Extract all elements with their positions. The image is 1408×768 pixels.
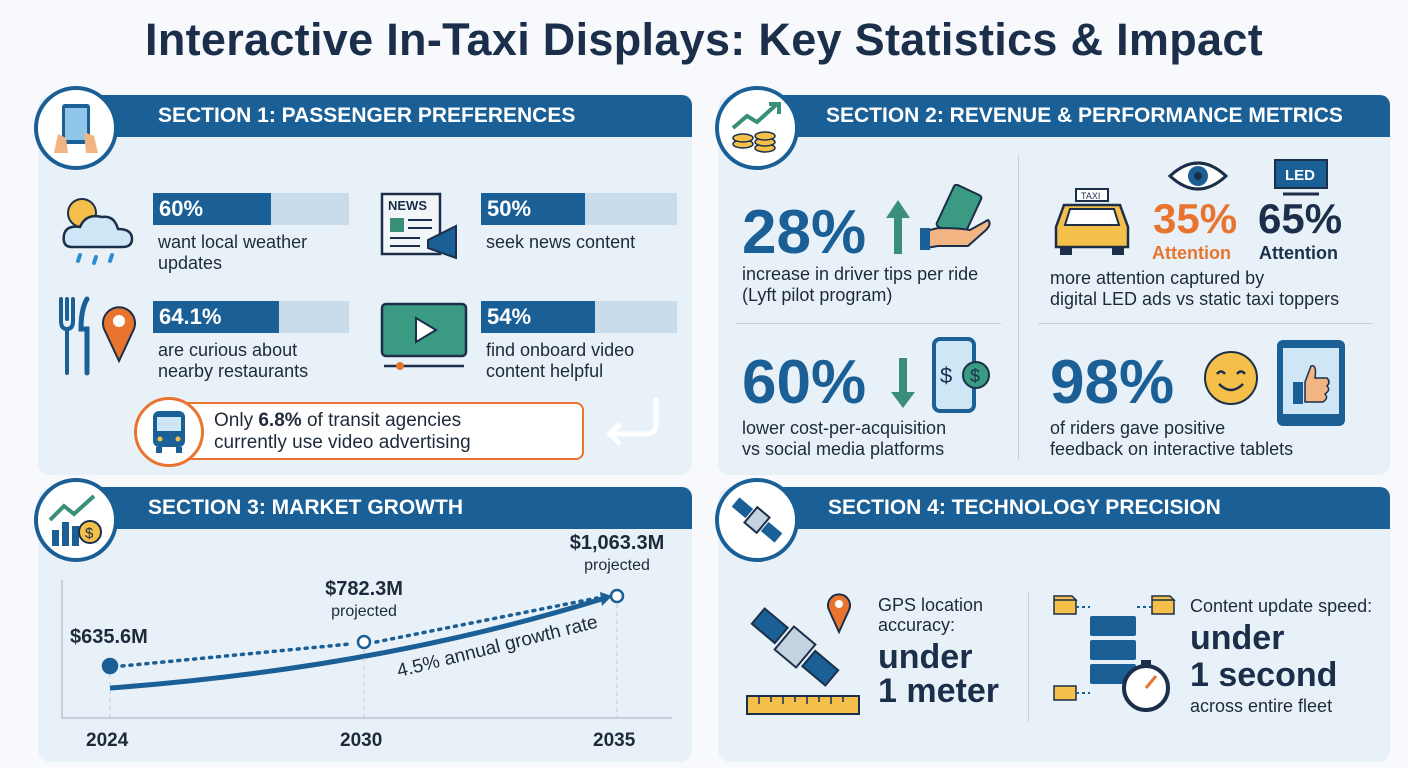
projected-label: projected [331,602,397,620]
projection-dotted-line [120,596,599,668]
section1-heading: SECTION 1: PASSENGER PREFERENCES [98,95,692,137]
chart-dollar-icon: $ [34,478,118,562]
satellite-icon [715,478,799,562]
static-attention-value: 35% [1153,195,1238,242]
x-tick-label: 2035 [593,730,636,751]
data-point [356,634,372,650]
svg-text:TAXI: TAXI [1081,191,1100,201]
taxi-icon: TAXI [1050,185,1134,262]
return-arrow-icon [600,396,662,451]
stat-label: are curious about nearby restaurants [158,340,309,381]
feedback-value: 98% [1050,348,1175,417]
gps-label: GPS location accuracy: [878,595,984,635]
stat-bar-video: 54% [481,301,677,333]
led-screen-icon: LED [1263,158,1343,203]
update-label: Content update speed: [1190,596,1373,616]
arrow-down-icon [889,356,917,415]
value-label: $782.3M [325,577,403,600]
stat-value: 60% [153,193,271,225]
value-label: $1,063.3M [569,532,665,554]
stat-bar-news: 50% [481,193,677,225]
section-market-growth: SECTION 3: MARKET GROWTH [38,487,692,762]
weather-icon [52,185,142,275]
divider [1038,323,1373,324]
server-stopwatch-icon [1050,590,1180,725]
feedback-description: of riders gave positive feedback on inter… [1050,418,1294,459]
page-title: Interactive In-Taxi Displays: Key Statis… [145,14,1263,65]
stat-value: 64.1% [153,301,279,333]
money-growth-icon [715,86,799,170]
data-point [101,657,119,675]
cpa-description: lower cost-per-acquisition vs social medi… [742,418,947,459]
hand-money-icon [918,183,993,259]
gps-value: under 1 meter [878,638,999,710]
digital-attention-label: Attention [1259,243,1338,263]
value-label: $635.6M [70,626,148,648]
section3-heading: SECTION 3: MARKET GROWTH [98,487,692,529]
stat-value: 54% [481,301,595,333]
news-icon: NEWS [378,190,473,275]
update-value: under 1 second [1190,619,1338,694]
static-attention-label: Attention [1152,243,1231,263]
update-sublabel: across entire fleet [1190,696,1333,716]
arrow-up-icon [884,198,912,261]
data-point [609,588,625,604]
divider [736,323,1001,324]
market-growth-chart [61,580,672,719]
stat-label: find onboard video content helpful [486,340,635,381]
divider [1018,155,1019,460]
divider [1028,592,1029,722]
smiley-icon [1203,350,1259,411]
stat-value: 50% [481,193,585,225]
restaurant-location-icon [55,295,145,385]
transit-note: Only 6.8% of transit agencies currently u… [150,402,584,460]
projected-label: projected [584,557,650,574]
svg-text:LED: LED [1285,167,1315,184]
tablet-hands-icon [34,86,118,170]
axis [61,580,672,719]
trend-arrowhead [600,592,612,606]
x-tick-label: 2030 [340,730,383,751]
video-icon [380,302,470,377]
attention-description: more attention captured by digital LED ad… [1050,268,1340,309]
section4-heading: SECTION 4: TECHNOLOGY PRECISION [778,487,1390,529]
bus-icon [134,397,204,467]
svg-text:NEWS: NEWS [388,198,427,213]
tips-value: 28% [742,198,867,267]
phone-dollar-icon: $ $ [930,337,994,420]
section2-heading: SECTION 2: REVENUE & PERFORMANCE METRICS [778,95,1390,137]
stat-label: want local weather updates [158,232,308,273]
stat-bar-weather: 60% [153,193,349,225]
section-technology-precision: SECTION 4: TECHNOLOGY PRECISION [718,487,1390,762]
cpa-value: 60% [742,348,867,417]
satellite-ruler-icon [745,592,865,727]
tablet-thumbs-up-icon [1275,338,1347,433]
x-tick-label: 2024 [86,730,129,751]
stat-bar-restaurants: 64.1% [153,301,349,333]
stat-label: seek news content [486,232,636,252]
svg-text:$: $ [970,366,980,386]
tips-description: increase in driver tips per ride (Lyft pi… [742,264,979,305]
svg-text:$: $ [940,363,952,388]
svg-text:$: $ [85,525,94,542]
growth-trend-line [109,595,606,691]
eye-icon [1167,158,1229,199]
digital-attention-value: 65% [1258,195,1343,242]
